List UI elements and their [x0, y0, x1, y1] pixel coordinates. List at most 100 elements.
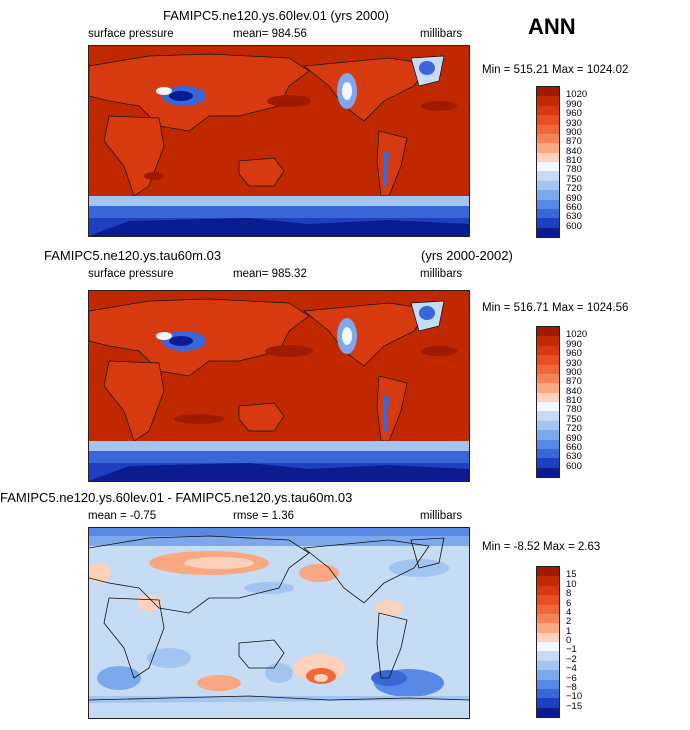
colorbar-swatch	[537, 124, 559, 134]
colorbar-level-label: 930	[566, 117, 582, 129]
season-label: ANN	[528, 14, 576, 39]
colorbar-level-label: 0	[566, 635, 572, 646]
panel2-title-right: (yrs 2000-2002)	[421, 248, 513, 263]
colorbar-swatch	[537, 364, 559, 374]
colorbar-level-label: 630	[566, 451, 582, 463]
panel3-rmse: rmse = 1.36	[233, 510, 295, 522]
colorbar-swatch	[537, 345, 559, 356]
colorbar-swatch	[537, 402, 559, 412]
colorbar-level-label: 1020	[566, 89, 588, 101]
panel2-minmax: Min = 516.71 Max = 1024.56	[482, 302, 629, 314]
colorbar-level-label: 8	[566, 588, 572, 600]
colorbar-swatch	[537, 373, 559, 384]
colorbar-swatch	[537, 411, 559, 421]
colorbar-swatch	[537, 420, 559, 431]
panel3-title: FAMIPC5.ne120.ys.60lev.01 - FAMIPC5.ne12…	[0, 490, 353, 505]
colorbar-swatch	[537, 458, 559, 468]
panel3-map	[88, 527, 470, 719]
colorbar-level-label: 990	[566, 338, 582, 350]
panel1-title: FAMIPC5.ne120.ys.60lev.01 (yrs 2000)	[163, 8, 389, 23]
colorbar-level-label: 870	[566, 376, 582, 388]
colorbar-level-label: −8	[566, 681, 577, 693]
colorbar-swatch	[537, 430, 559, 440]
panel2-colorbar	[536, 326, 560, 478]
colorbar-swatch	[537, 383, 559, 393]
colorbar-swatch	[537, 87, 559, 97]
panel2-units: millibars	[420, 268, 463, 280]
panel1-map-graphic	[89, 46, 469, 236]
colorbar-swatch	[537, 218, 559, 228]
colorbar-swatch	[537, 688, 559, 699]
colorbar-level-label: 810	[566, 395, 582, 406]
colorbar-swatch	[537, 698, 559, 708]
colorbar-swatch	[537, 623, 559, 633]
colorbar-swatch	[537, 467, 559, 477]
colorbar-level-label: 10	[566, 578, 577, 590]
colorbar-level-label: 810	[566, 155, 582, 166]
colorbar-swatch	[537, 105, 559, 116]
panel1-minmax: Min = 515.21 Max = 1024.02	[482, 64, 629, 76]
colorbar-swatch	[537, 392, 559, 402]
colorbar-level-label: 4	[566, 606, 572, 618]
colorbar-level-label: 900	[566, 126, 582, 138]
colorbar-swatch	[537, 96, 559, 106]
panel1-mean: mean= 984.56	[233, 28, 307, 40]
colorbar-swatch	[537, 642, 559, 652]
colorbar-level-label: 720	[566, 183, 582, 195]
colorbar-swatch	[537, 576, 559, 586]
colorbar-swatch	[537, 660, 559, 671]
colorbar-level-label: 750	[566, 413, 582, 425]
colorbar-level-label: 750	[566, 173, 582, 185]
colorbar-level-label: 870	[566, 136, 582, 148]
colorbar-swatch	[537, 448, 559, 459]
panel1-variable-label: surface pressure	[88, 28, 174, 40]
colorbar-level-label: 660	[566, 201, 582, 213]
colorbar-level-label: 15	[566, 569, 577, 581]
colorbar-swatch	[537, 604, 559, 614]
colorbar-level-label: 660	[566, 441, 582, 453]
colorbar-level-label: 900	[566, 366, 582, 378]
colorbar-level-label: 720	[566, 423, 582, 435]
colorbar-swatch	[537, 336, 559, 346]
colorbar-level-label: −2	[566, 653, 577, 665]
colorbar-level-label: 600	[566, 460, 582, 472]
panel2-variable-label: surface pressure	[88, 268, 174, 280]
colorbar-swatch	[537, 632, 559, 642]
colorbar-swatch	[537, 133, 559, 144]
colorbar-level-label: 690	[566, 192, 582, 204]
panel3-map-graphic	[89, 528, 469, 718]
colorbar-level-label: −15	[566, 700, 583, 712]
panel2-map-graphic	[89, 291, 469, 481]
colorbar-level-label: 780	[566, 164, 582, 176]
colorbar-level-label: −10	[566, 691, 583, 703]
panel1-map	[88, 45, 470, 237]
panel1-colorbar	[536, 86, 560, 238]
colorbar-level-label: 930	[566, 357, 582, 369]
colorbar-level-label: −1	[566, 644, 577, 656]
colorbar-swatch	[537, 199, 559, 209]
panel3-colorbar	[536, 566, 560, 718]
colorbar-swatch	[537, 613, 559, 624]
colorbar-swatch	[537, 115, 559, 125]
colorbar-level-label: 600	[566, 220, 582, 232]
colorbar-swatch	[537, 567, 559, 577]
colorbar-swatch	[537, 143, 559, 153]
colorbar-swatch	[537, 355, 559, 365]
panel2-mean: mean= 985.32	[233, 268, 307, 280]
colorbar-level-label: −4	[566, 663, 577, 675]
colorbar-swatch	[537, 171, 559, 181]
panel1-units: millibars	[420, 28, 463, 40]
colorbar-swatch	[537, 152, 559, 162]
panel3-mean: mean = -0.75	[88, 510, 157, 522]
panel3-minmax: Min = -8.52 Max = 2.63	[482, 541, 601, 553]
colorbar-level-label: 840	[566, 145, 582, 157]
colorbar-level-label: 1	[566, 625, 572, 637]
colorbar-swatch	[537, 679, 559, 689]
colorbar-swatch	[537, 180, 559, 191]
panel3-units: millibars	[420, 510, 463, 522]
colorbar-swatch	[537, 208, 559, 219]
panel2-map	[88, 290, 470, 482]
colorbar-level-label: 960	[566, 108, 582, 120]
colorbar-level-label: 630	[566, 211, 582, 223]
colorbar-level-label: 990	[566, 98, 582, 110]
